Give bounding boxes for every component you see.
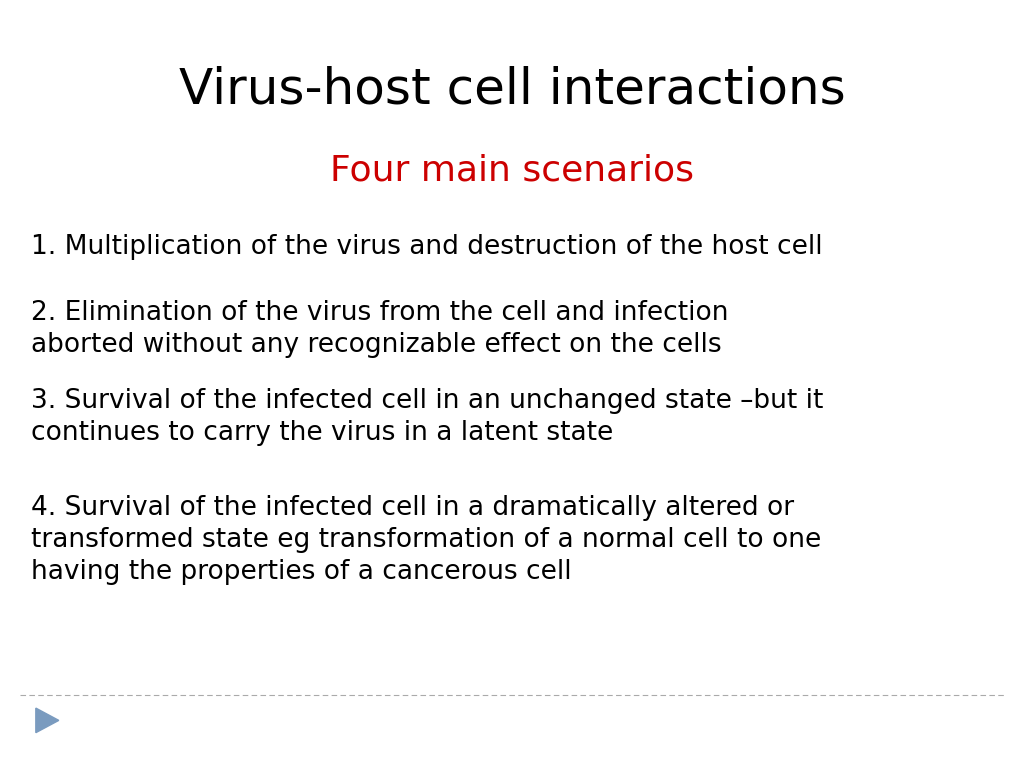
Polygon shape: [36, 708, 58, 733]
Text: 1. Multiplication of the virus and destruction of the host cell: 1. Multiplication of the virus and destr…: [31, 234, 822, 260]
Text: Four main scenarios: Four main scenarios: [330, 154, 694, 187]
Text: 3. Survival of the infected cell in an unchanged state –but it
continues to carr: 3. Survival of the infected cell in an u…: [31, 388, 823, 446]
Text: Virus-host cell interactions: Virus-host cell interactions: [178, 65, 846, 113]
Text: 4. Survival of the infected cell in a dramatically altered or
transformed state : 4. Survival of the infected cell in a dr…: [31, 495, 821, 585]
Text: 2. Elimination of the virus from the cell and infection
aborted without any reco: 2. Elimination of the virus from the cel…: [31, 300, 728, 358]
